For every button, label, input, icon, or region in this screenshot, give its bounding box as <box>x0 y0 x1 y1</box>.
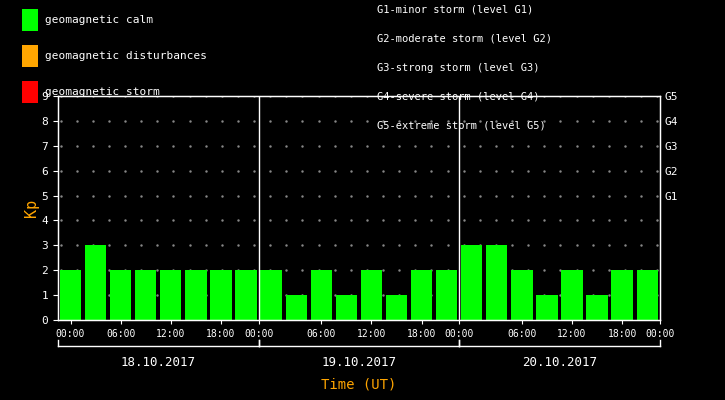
Y-axis label: Kp: Kp <box>24 199 38 217</box>
Bar <box>186 270 207 320</box>
Bar <box>210 270 231 320</box>
Text: 18.10.2017: 18.10.2017 <box>121 356 196 368</box>
Text: G4-severe storm (level G4): G4-severe storm (level G4) <box>377 91 539 101</box>
Bar <box>386 295 407 320</box>
Bar <box>110 270 131 320</box>
Text: geomagnetic disturbances: geomagnetic disturbances <box>45 51 207 61</box>
Bar <box>561 270 583 320</box>
Text: 19.10.2017: 19.10.2017 <box>321 356 397 368</box>
Bar <box>310 270 332 320</box>
Bar <box>135 270 157 320</box>
Text: G5-extreme storm (level G5): G5-extreme storm (level G5) <box>377 120 546 130</box>
Bar <box>411 270 432 320</box>
Bar <box>260 270 282 320</box>
Text: G2-moderate storm (level G2): G2-moderate storm (level G2) <box>377 34 552 44</box>
Bar <box>486 245 507 320</box>
Bar <box>160 270 181 320</box>
Bar <box>436 270 457 320</box>
Bar <box>286 295 307 320</box>
Bar <box>587 295 608 320</box>
Bar <box>60 270 81 320</box>
Bar <box>637 270 658 320</box>
Bar <box>336 295 357 320</box>
Text: geomagnetic calm: geomagnetic calm <box>45 15 153 25</box>
Bar <box>511 270 532 320</box>
Bar <box>611 270 633 320</box>
Text: G3-strong storm (level G3): G3-strong storm (level G3) <box>377 63 539 73</box>
Bar <box>536 295 558 320</box>
Bar <box>85 245 107 320</box>
Bar <box>236 270 257 320</box>
Text: geomagnetic storm: geomagnetic storm <box>45 87 160 97</box>
Text: 20.10.2017: 20.10.2017 <box>522 356 597 368</box>
Text: Time (UT): Time (UT) <box>321 377 397 391</box>
Text: G1-minor storm (level G1): G1-minor storm (level G1) <box>377 5 534 15</box>
Bar <box>461 245 482 320</box>
Bar <box>361 270 382 320</box>
